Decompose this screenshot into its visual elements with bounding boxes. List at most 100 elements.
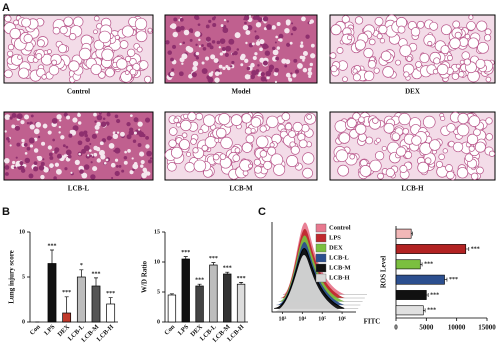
tissue (275, 35, 279, 39)
tissue (90, 174, 96, 180)
significance: *** (92, 271, 101, 277)
tissue (248, 163, 253, 169)
tissue (77, 112, 80, 116)
tissue (380, 50, 392, 62)
tissue (288, 130, 296, 138)
tissue (89, 142, 92, 146)
tissue (197, 23, 201, 27)
tissue (68, 133, 73, 138)
tissue (285, 59, 291, 65)
tissue (440, 115, 446, 121)
tissue (52, 26, 61, 35)
significance: *** (48, 243, 57, 249)
legend-swatch (315, 223, 327, 233)
tissue (96, 114, 103, 121)
tissue (336, 47, 344, 54)
tissue (210, 54, 216, 60)
tissue (4, 130, 7, 133)
tissue (205, 56, 210, 61)
tissue (42, 123, 48, 129)
tissue (309, 21, 312, 25)
tissue (395, 59, 402, 66)
tissue (179, 17, 184, 22)
tissue (484, 28, 492, 36)
tissue (33, 128, 40, 135)
tissue (213, 58, 219, 64)
tissue (170, 146, 183, 159)
tissue (259, 57, 265, 63)
tissue (105, 67, 115, 78)
tissue (42, 158, 45, 161)
tissue (56, 114, 62, 120)
error-bar (411, 231, 413, 236)
bar (47, 263, 57, 323)
tissue (209, 45, 214, 50)
tissue (259, 125, 267, 133)
bar (395, 290, 427, 300)
tissue (306, 114, 312, 120)
tissue (215, 127, 227, 139)
y-tick-label: 10 (154, 259, 160, 265)
tissue (194, 32, 198, 36)
tissue (59, 119, 62, 122)
tissue (108, 143, 115, 149)
tissue (475, 58, 486, 69)
image-label: Model (231, 88, 250, 96)
tissue (96, 158, 101, 163)
tissue (110, 162, 116, 168)
tissue (449, 37, 461, 49)
panel-label: B (2, 206, 10, 218)
tissue (456, 123, 470, 137)
tissue (299, 44, 304, 48)
tissue (138, 128, 141, 131)
tissue (167, 50, 172, 55)
legend-swatch (315, 253, 327, 263)
tissue (266, 24, 272, 30)
y-tick-label: 0 (157, 319, 160, 325)
tissue (114, 170, 120, 177)
bar (91, 285, 101, 323)
tissue (307, 71, 313, 76)
tissue (260, 72, 265, 77)
tissue (188, 74, 193, 79)
tissue (218, 64, 223, 69)
tissue (286, 42, 291, 47)
tissue (172, 31, 179, 38)
error-bar (169, 293, 174, 295)
tissue (241, 142, 253, 153)
x-tick-label: Con (163, 323, 176, 336)
tissue (84, 133, 88, 138)
tissue (298, 139, 308, 149)
tissue (26, 146, 31, 151)
tissue (138, 60, 149, 70)
tissue (381, 145, 387, 152)
tissue (219, 71, 222, 75)
tissue (226, 20, 230, 23)
tissue (129, 170, 134, 175)
tissue (24, 152, 28, 155)
tissue (54, 150, 58, 154)
tissue (58, 125, 62, 129)
tissue (399, 44, 412, 57)
tissue (149, 157, 153, 160)
tissue (173, 117, 179, 124)
significance: *** (427, 308, 436, 314)
tissue (220, 136, 233, 150)
tissue (98, 71, 106, 79)
tissue (301, 16, 306, 22)
tissue (242, 24, 249, 31)
tissue (456, 167, 469, 179)
tissue (219, 52, 224, 56)
tissue (72, 125, 79, 132)
tissue (98, 30, 111, 44)
tissue (7, 50, 14, 57)
tissue (18, 67, 30, 79)
tissue (262, 43, 268, 50)
tissue (485, 117, 493, 125)
tissue (279, 38, 283, 42)
tissue (134, 17, 148, 31)
tissue (64, 167, 68, 171)
bar (395, 244, 467, 254)
tissue (397, 25, 406, 34)
tissue (36, 39, 45, 48)
